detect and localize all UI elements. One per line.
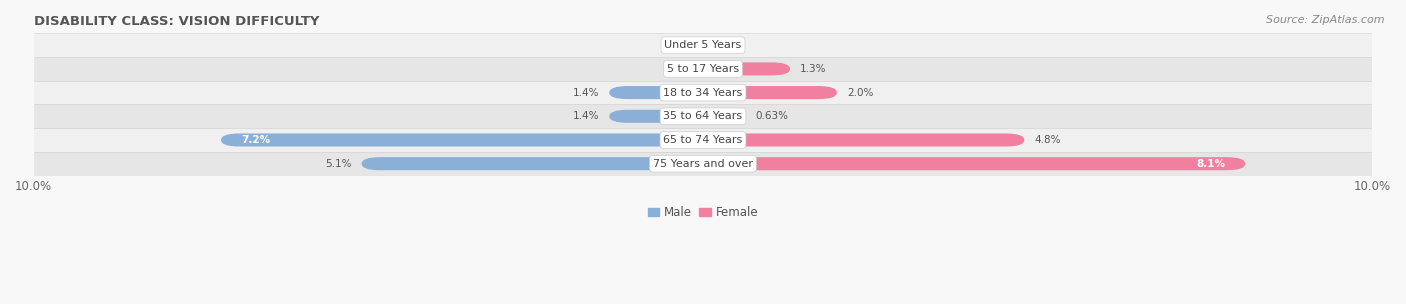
- Text: 0.0%: 0.0%: [669, 40, 695, 50]
- FancyBboxPatch shape: [609, 110, 703, 123]
- Text: 0.0%: 0.0%: [711, 40, 737, 50]
- Bar: [34, 33, 1372, 57]
- Text: Under 5 Years: Under 5 Years: [665, 40, 741, 50]
- Text: 7.2%: 7.2%: [240, 135, 270, 145]
- Bar: [34, 105, 1372, 128]
- Text: 8.1%: 8.1%: [1197, 159, 1225, 169]
- Text: 35 to 64 Years: 35 to 64 Years: [664, 111, 742, 121]
- Text: 0.63%: 0.63%: [755, 111, 789, 121]
- FancyBboxPatch shape: [609, 86, 703, 99]
- FancyBboxPatch shape: [703, 86, 837, 99]
- FancyBboxPatch shape: [703, 133, 1025, 147]
- Bar: [34, 152, 1372, 175]
- Bar: [34, 57, 1372, 81]
- Text: 18 to 34 Years: 18 to 34 Years: [664, 88, 742, 98]
- Text: 75 Years and over: 75 Years and over: [652, 159, 754, 169]
- Text: 5 to 17 Years: 5 to 17 Years: [666, 64, 740, 74]
- Text: 0.0%: 0.0%: [669, 64, 695, 74]
- FancyBboxPatch shape: [703, 62, 790, 75]
- Text: 1.4%: 1.4%: [572, 88, 599, 98]
- Bar: [34, 81, 1372, 105]
- Text: 65 to 74 Years: 65 to 74 Years: [664, 135, 742, 145]
- Legend: Male, Female: Male, Female: [643, 201, 763, 224]
- Text: 1.3%: 1.3%: [800, 64, 827, 74]
- FancyBboxPatch shape: [221, 133, 703, 147]
- Text: 5.1%: 5.1%: [325, 159, 352, 169]
- Bar: [34, 128, 1372, 152]
- Text: DISABILITY CLASS: VISION DIFFICULTY: DISABILITY CLASS: VISION DIFFICULTY: [34, 15, 319, 28]
- FancyBboxPatch shape: [703, 110, 745, 123]
- Text: 1.4%: 1.4%: [572, 111, 599, 121]
- FancyBboxPatch shape: [703, 157, 1246, 170]
- Text: 4.8%: 4.8%: [1035, 135, 1062, 145]
- Text: Source: ZipAtlas.com: Source: ZipAtlas.com: [1267, 15, 1385, 25]
- Text: 2.0%: 2.0%: [846, 88, 873, 98]
- FancyBboxPatch shape: [361, 157, 703, 170]
